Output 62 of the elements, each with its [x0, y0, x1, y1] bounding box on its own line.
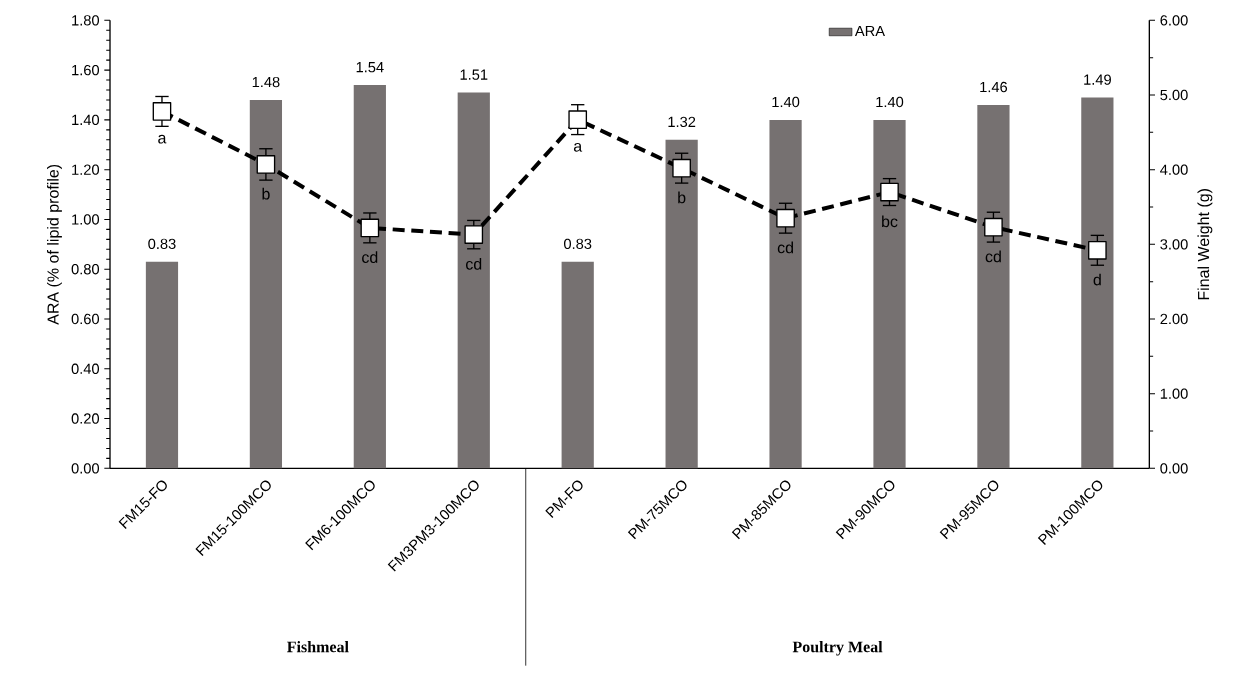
y2-tick-label: 0.00: [1160, 462, 1188, 474]
annotation: cd: [777, 241, 793, 254]
annotation: cd: [985, 250, 1001, 263]
data-label: 1.32: [668, 116, 696, 127]
y-tick-label: 1.20: [72, 164, 100, 175]
data-label: 1.40: [772, 96, 800, 108]
bar: [353, 84, 386, 469]
annotation: a: [158, 134, 167, 144]
y2-tick-label: 4.00: [1160, 164, 1188, 175]
data-label: 0.83: [564, 238, 592, 249]
y-tick-label: 0.20: [71, 413, 100, 424]
annotation: bc: [882, 215, 898, 228]
annotation: a: [573, 142, 583, 152]
text: Fishmeal: [287, 640, 349, 653]
y-tick-label: 0.00: [71, 463, 100, 474]
y-tick-label: 1.40: [72, 114, 100, 125]
data-label: 1.40: [876, 96, 904, 108]
bar: [561, 261, 594, 469]
point: [568, 110, 588, 129]
point: [672, 158, 691, 178]
y-axis-title: ARA (% of lipid profile): [47, 164, 62, 325]
point: [984, 217, 1003, 237]
y2-tick-label: 2.00: [1160, 313, 1188, 325]
y-tick-label: 0.60: [71, 313, 100, 325]
y-tick-label: 1.80: [72, 15, 100, 26]
text: Poultry Meal: [792, 640, 883, 656]
data-label: 1.49: [1084, 74, 1111, 85]
bar: [1081, 97, 1114, 469]
bar: [249, 99, 283, 469]
y2-tick-label: 5.00: [1160, 89, 1188, 101]
point: [152, 101, 172, 121]
bar: [145, 261, 179, 469]
annotation: cd: [465, 257, 482, 270]
legend-label: ARA: [854, 25, 886, 36]
point: [1088, 240, 1107, 260]
point: [880, 182, 899, 202]
y2-tick-label: 1.00: [1160, 388, 1188, 399]
bar: [977, 104, 1010, 469]
bar: [665, 139, 698, 469]
annotation: d: [1093, 273, 1101, 286]
annotation: b: [262, 187, 270, 200]
data-label: 1.51: [460, 69, 488, 80]
y2-tick-label: 3.00: [1160, 238, 1188, 250]
data-label: 0.83: [148, 238, 176, 249]
data-label: 1.54: [356, 61, 384, 73]
annotation: cd: [362, 251, 378, 263]
data-label: 1.46: [980, 81, 1008, 93]
y2-tick-label: 6.00: [1160, 14, 1188, 26]
point: [256, 154, 276, 174]
y-tick-label: 1.60: [72, 64, 100, 76]
point: [360, 218, 380, 238]
point: [464, 225, 484, 244]
annotation: b: [678, 191, 686, 204]
y-tick-label: 0.80: [71, 263, 100, 275]
point: [776, 208, 795, 228]
bar: [769, 119, 802, 469]
bar: [873, 119, 906, 469]
bar: [457, 92, 490, 469]
y-tick-label: 0.40: [71, 363, 100, 374]
y-tick-label: 1.00: [72, 214, 100, 225]
y2-axis-title: Final Weight (g): [1197, 188, 1213, 300]
data-label: 1.48: [252, 76, 280, 88]
